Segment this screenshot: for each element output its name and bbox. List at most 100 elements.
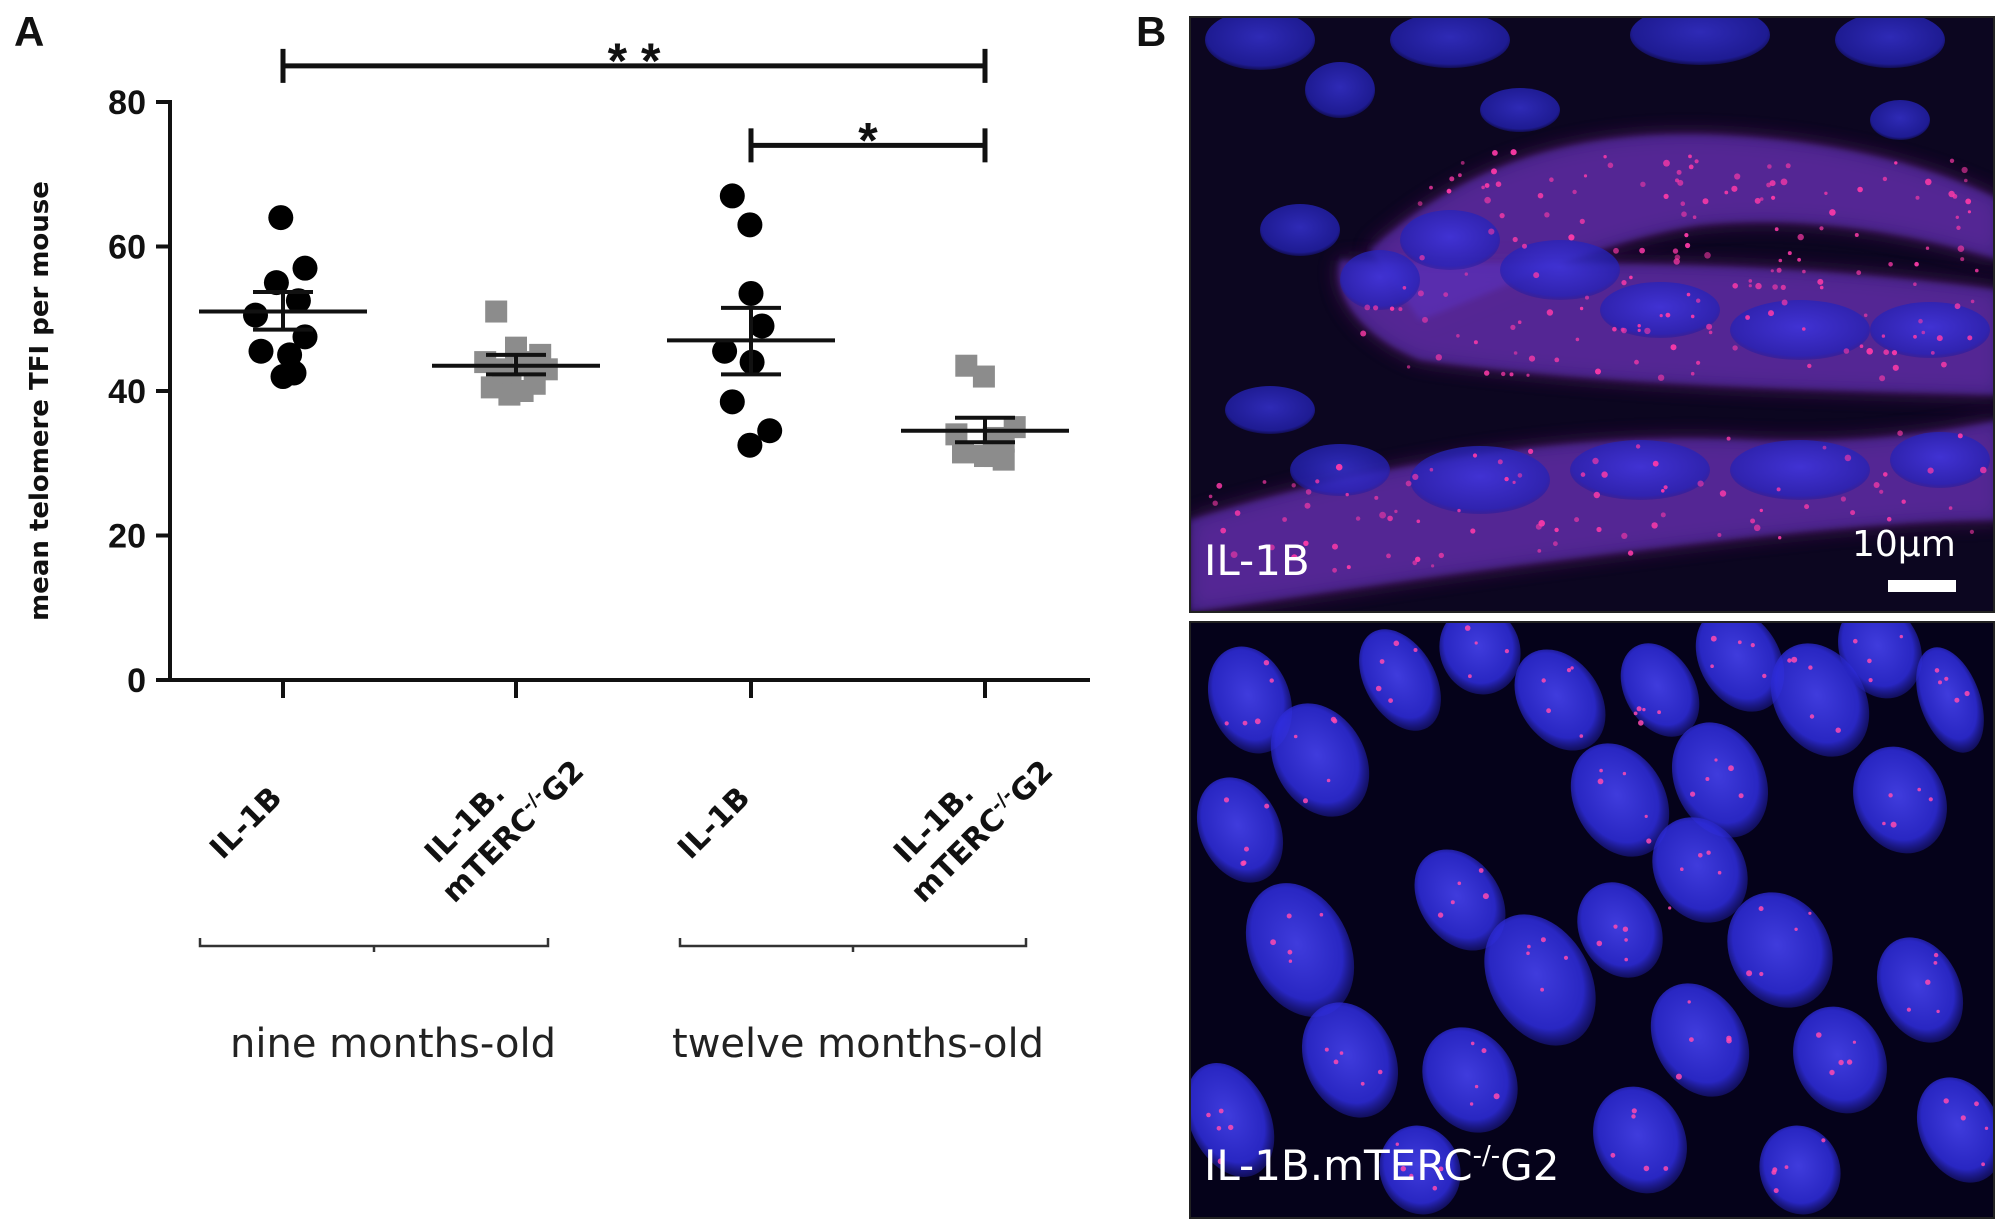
telomere-focus (1413, 648, 1418, 652)
telomere-focus (1677, 179, 1684, 186)
data-point (712, 338, 738, 364)
telomere-focus (1639, 247, 1645, 254)
data-point (955, 354, 978, 377)
telomere-focus (1402, 286, 1407, 290)
telomere-focus (1913, 282, 1917, 287)
telomere-focus (1601, 471, 1608, 478)
telomere-focus (1882, 176, 1888, 182)
telomere-focus (1657, 374, 1665, 381)
nucleus (1730, 440, 1870, 500)
telomere-focus (1345, 492, 1349, 497)
telomere-focus (1517, 320, 1522, 325)
y-tick-label: 60 (108, 229, 146, 267)
telomere-focus (1579, 306, 1584, 311)
data-point (972, 365, 995, 388)
telomere-focus (1643, 1165, 1650, 1172)
y-axis-title: mean telomere TFI per mouse (25, 181, 55, 621)
telomere-focus (1829, 209, 1836, 216)
telomere-focus (1866, 348, 1873, 355)
telomere-focus (1960, 257, 1965, 262)
telomere-focus (1726, 1037, 1732, 1044)
telomere-focus (1816, 1032, 1822, 1038)
y-ticks: 0 20 40 60 80 (108, 84, 170, 700)
telomere-focus (1537, 549, 1542, 553)
telomere-focus (1286, 913, 1292, 919)
nucleus (1870, 302, 1990, 358)
telomere-focus (1933, 952, 1939, 958)
telomere-focus (1661, 489, 1665, 493)
telomere-focus (1688, 154, 1692, 159)
telomere-focus (1622, 926, 1629, 932)
telomere-focus (1960, 1115, 1966, 1121)
nucleus (1379, 1125, 1461, 1215)
telomere-focus (1629, 275, 1633, 280)
nucleus (1400, 210, 1500, 270)
telomere-focus (1624, 957, 1628, 962)
telomere-focus (1644, 327, 1651, 335)
telomere-focus (1553, 541, 1558, 547)
telomere-focus (1888, 793, 1893, 798)
telomere-focus (1429, 185, 1433, 190)
telomere-focus (1778, 258, 1783, 263)
telomere-focus (1659, 314, 1663, 318)
telomere-focus (1868, 678, 1873, 683)
telomere-focus (1379, 659, 1385, 664)
telomere-focus (1303, 798, 1308, 804)
telomere-focus (1287, 949, 1293, 955)
data-point (281, 360, 307, 386)
x-category-label-line1: IL-1B (671, 780, 757, 866)
telomere-focus (1684, 233, 1689, 238)
telomere-focus (1224, 721, 1229, 726)
telomere-focus (1980, 466, 1987, 474)
data-point (243, 302, 268, 328)
telomere-focus (1468, 674, 1472, 679)
data-point (719, 389, 745, 415)
telomere-focus (1915, 195, 1920, 200)
telomere-focus (1435, 354, 1443, 361)
telomere-focus (1964, 690, 1970, 697)
telomere-focus (1745, 315, 1750, 320)
telomere-focus (1850, 510, 1856, 516)
telomere-focus (1379, 511, 1386, 519)
telomere-focus (1724, 190, 1729, 195)
telomere-focus (1854, 233, 1859, 237)
telomere-focus (1624, 938, 1628, 942)
nucleus (1245, 883, 1355, 1017)
telomere-focus (1242, 720, 1248, 726)
telomere-focus (1364, 304, 1371, 311)
panel-a-letter: A (14, 8, 44, 55)
telomere-focus (1398, 307, 1403, 312)
telomere-focus (1395, 1142, 1400, 1146)
telomere-focus (1217, 1158, 1224, 1165)
nucleus (1270, 703, 1370, 817)
nucleus (1422, 1027, 1518, 1133)
telomere-focus (1768, 310, 1774, 317)
telomere-focus (1355, 516, 1361, 521)
telomere-focus (1717, 870, 1722, 875)
telomere-focus (1708, 330, 1713, 335)
telomere-focus (1473, 340, 1478, 345)
data-point (285, 288, 311, 314)
telomere-focus (1879, 375, 1886, 382)
telomere-focus (1438, 1166, 1444, 1172)
telomere-focus (1446, 188, 1452, 194)
telomere-focus (1262, 480, 1267, 484)
telomere-focus (1400, 1166, 1407, 1172)
telomere-focus (1223, 797, 1230, 803)
telomere-focus (1438, 552, 1445, 559)
telomere-focus (1774, 227, 1779, 232)
telomere-focus (1967, 335, 1973, 341)
telomere-focus (1737, 640, 1742, 645)
telomere-focus (1620, 327, 1625, 332)
telomere-focus (1697, 480, 1704, 487)
telomere-focus (1554, 527, 1559, 533)
telomere-focus (1406, 365, 1411, 369)
telomere-focus (1702, 198, 1709, 205)
telomere-focus (1540, 987, 1544, 992)
nucleus (1916, 647, 1984, 753)
telomere-focus (1857, 186, 1863, 193)
scale-bar-label: 10μm (1852, 524, 1956, 565)
telomere-focus (1635, 444, 1641, 449)
telomere-focus (1419, 255, 1425, 261)
data-point (737, 212, 763, 238)
